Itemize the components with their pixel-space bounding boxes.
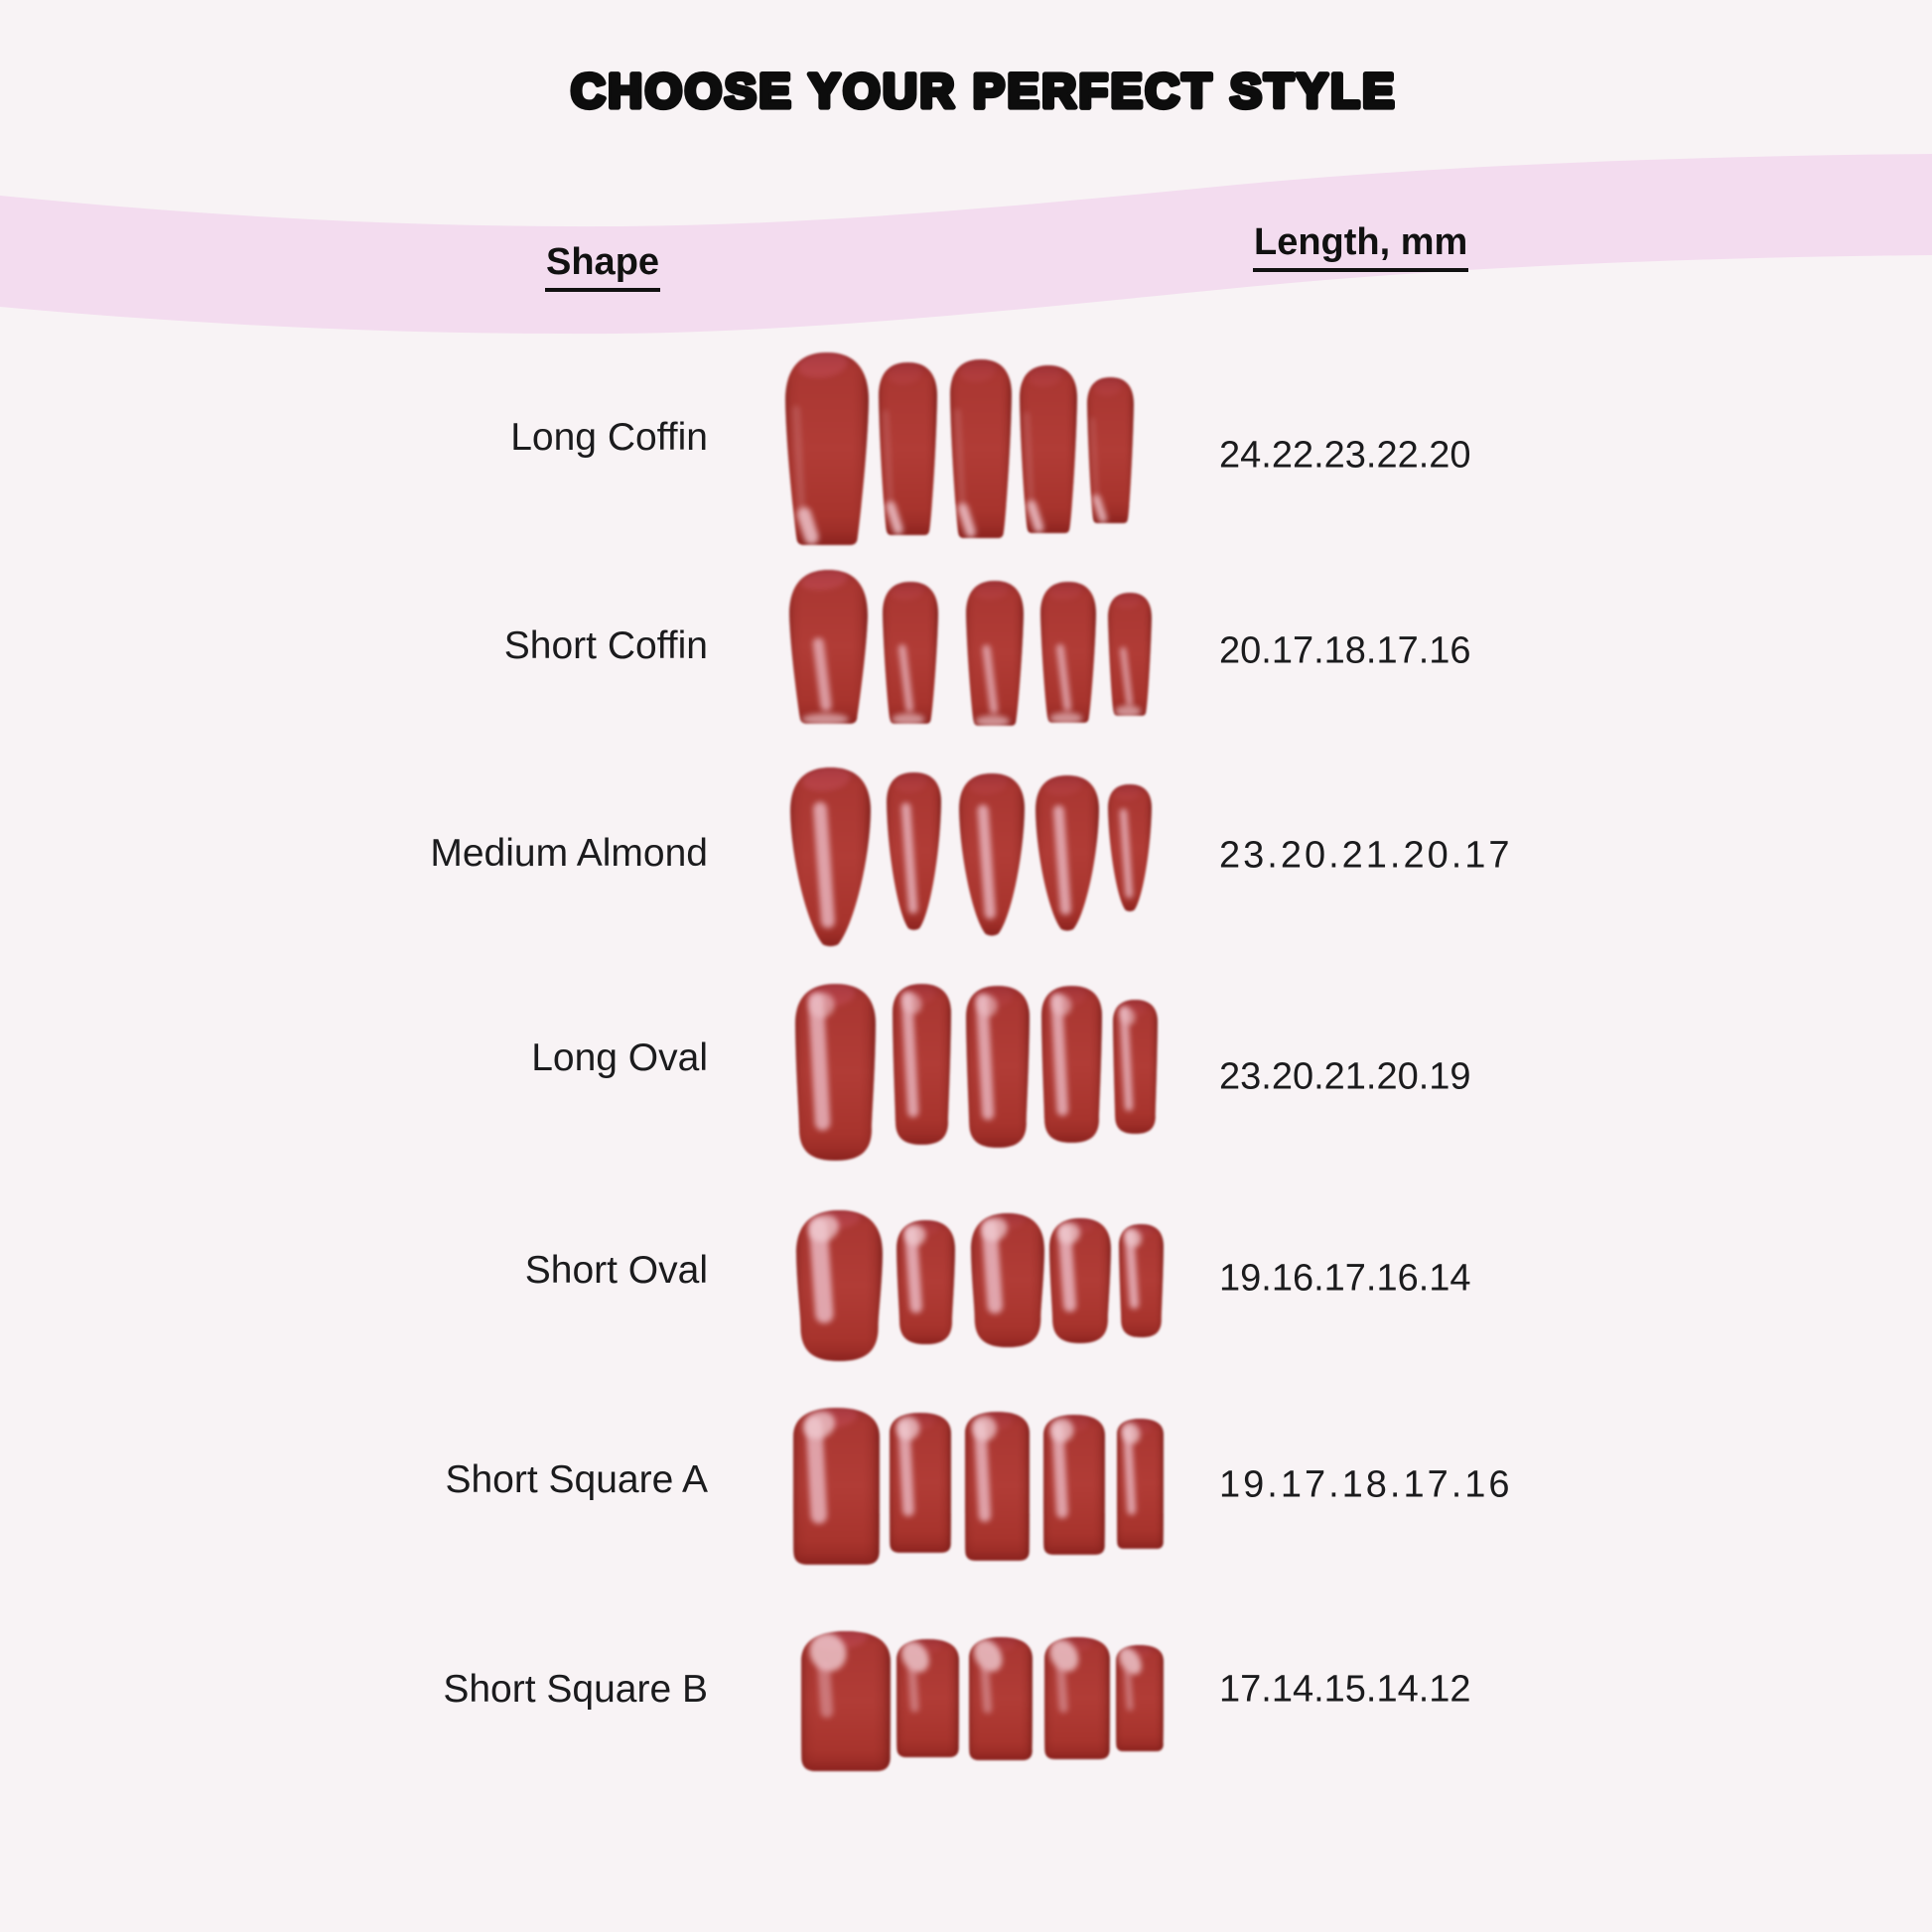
svg-text:CHOOSE YOUR PERFECT STYLE: CHOOSE YOUR PERFECT STYLE <box>571 66 1397 118</box>
